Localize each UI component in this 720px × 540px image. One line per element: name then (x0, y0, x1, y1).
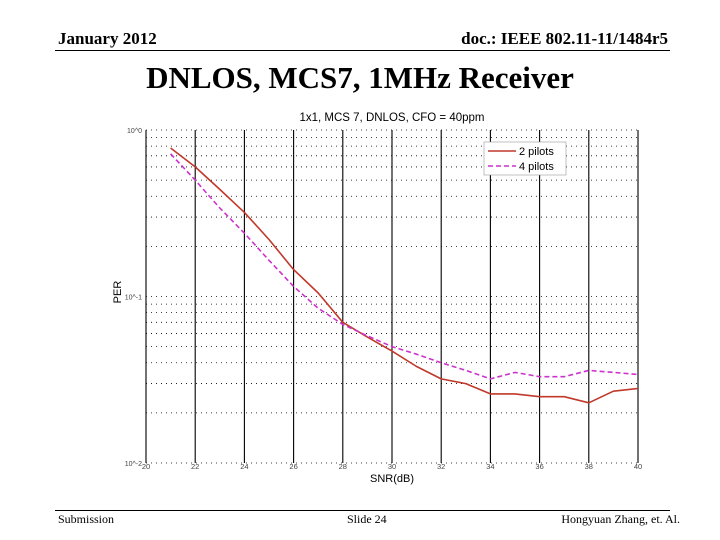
x-tick-label: 38 (585, 462, 593, 471)
slide-title: DNLOS, MCS7, 1MHz Receiver (146, 60, 574, 95)
x-tick-label: 20 (142, 462, 150, 471)
series-layer (170, 147, 639, 404)
x-tick-label: 30 (388, 462, 396, 471)
legend-label-4-pilots: 4 pilots (519, 161, 554, 173)
series-line-2-pilots (170, 147, 639, 404)
x-tick-label: 26 (289, 462, 297, 471)
footer-author: Hongyuan Zhang, et. Al. (561, 512, 680, 526)
header-rule (55, 50, 670, 51)
y-axis-label: PER (112, 281, 124, 304)
x-tick-label: 22 (191, 462, 199, 471)
x-tick-label: 40 (634, 462, 642, 471)
footer-rule (55, 510, 670, 511)
x-tick-label: 24 (240, 462, 248, 471)
legend-label-2-pilots: 2 pilots (519, 146, 554, 158)
x-axis-label: SNR(dB) (370, 473, 414, 485)
tick-labels: 20 22 24 26 28 30 32 34 36 38 40 10^-2 10^-1 10^0 (125, 128, 642, 471)
footer-submission: Submission (58, 512, 115, 526)
header-date: January 2012 (58, 29, 157, 48)
legend: 2 pilots 4 pilots (483, 141, 567, 176)
x-tick-label: 34 (486, 462, 494, 471)
y-tick-label: 10^-2 (125, 461, 142, 468)
grid (145, 129, 639, 464)
y-tick-label: 10^0 (127, 128, 142, 135)
footer-slide-number: Slide 24 (347, 512, 387, 526)
x-tick-label: 32 (437, 462, 445, 471)
y-tick-label: 10^-1 (125, 295, 142, 302)
legend-box (483, 141, 567, 176)
x-tick-label: 36 (535, 462, 543, 471)
x-tick-label: 28 (339, 462, 347, 471)
header-doc-id: doc.: IEEE 802.11-11/1484r5 (461, 29, 668, 48)
chart-title: 1x1, MCS 7, DNLOS, CFO = 40ppm (299, 112, 484, 124)
series-line-4-pilots (170, 153, 639, 380)
